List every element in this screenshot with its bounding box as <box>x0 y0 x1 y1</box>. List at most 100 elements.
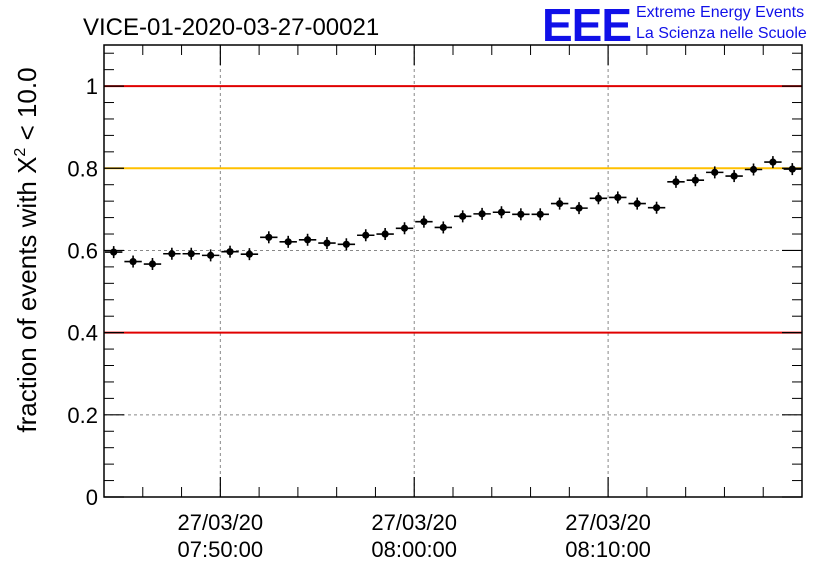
data-point <box>492 206 511 219</box>
data-point <box>357 229 375 242</box>
x-tick-date: 27/03/20 <box>565 510 651 535</box>
data-point <box>686 174 705 187</box>
data-point <box>260 231 278 244</box>
y-axis-label-main: fraction of events with X <box>12 157 42 433</box>
data-point-marker <box>459 212 467 220</box>
data-point-marker <box>207 251 215 259</box>
data-point-marker <box>633 200 641 208</box>
data-point-marker <box>187 250 195 258</box>
data-point-marker <box>168 250 176 258</box>
data-point-marker <box>110 248 118 256</box>
data-point <box>143 258 162 271</box>
data-point-marker <box>420 218 428 226</box>
grid-lines <box>104 45 802 497</box>
axis-ticks <box>103 45 803 498</box>
data-point <box>395 222 414 235</box>
data-point-marker <box>711 168 719 176</box>
data-point <box>124 255 142 268</box>
data-point-marker <box>749 165 758 174</box>
data-point-marker <box>129 257 137 266</box>
data-point-marker <box>439 223 447 232</box>
eee-logo: EEE Extreme Energy Events La Scienza nel… <box>542 2 832 48</box>
data-point-marker <box>303 236 312 244</box>
data-point-marker <box>730 172 738 180</box>
data-point <box>628 197 646 210</box>
logo-line-2: La Scienza nelle Scuole <box>636 25 807 42</box>
data-point <box>337 238 356 251</box>
data-point-marker <box>226 248 234 256</box>
data-point <box>240 248 259 261</box>
data-point <box>570 202 588 215</box>
y-tick-label: 0.6 <box>67 238 98 263</box>
logo-mark: EEE <box>542 0 632 51</box>
data-point <box>647 201 666 214</box>
data-point <box>105 246 123 259</box>
data-point <box>783 163 801 176</box>
data-point <box>609 191 627 204</box>
data-point-marker <box>323 239 331 247</box>
data-point-marker <box>362 231 370 239</box>
logo-line-1: Extreme Energy Events <box>636 4 805 21</box>
x-tick-time: 07:50:00 <box>178 537 264 562</box>
y-tick-label: 0.2 <box>67 403 98 428</box>
data-point <box>744 163 763 176</box>
data-point <box>201 249 220 262</box>
data-point <box>221 245 239 258</box>
data-point <box>454 210 472 223</box>
x-tick-labels: 27/03/2007:50:0027/03/2008:00:0027/03/20… <box>178 510 651 562</box>
data-point-marker <box>148 260 157 268</box>
y-tick-label: 0.4 <box>67 321 98 346</box>
data-point-marker <box>284 238 292 246</box>
data-point <box>298 233 317 246</box>
data-point <box>725 170 743 183</box>
data-point <box>550 197 569 210</box>
data-points <box>105 156 801 271</box>
data-point-marker <box>400 224 409 232</box>
data-point-marker <box>575 204 583 212</box>
x-tick-date: 27/03/20 <box>178 510 264 535</box>
x-tick-date: 27/03/20 <box>371 510 457 535</box>
data-point <box>764 156 782 169</box>
data-point-marker <box>556 200 564 208</box>
y-axis-label: fraction of events with X2 < 10.0 <box>12 67 42 432</box>
data-point-marker <box>672 178 680 186</box>
data-point-marker <box>652 204 661 212</box>
data-point-marker <box>769 158 777 166</box>
reference-lines <box>104 85 802 334</box>
data-point-marker <box>788 165 796 173</box>
x-tick-time: 08:10:00 <box>565 537 651 562</box>
y-tick-label: 0.8 <box>67 156 98 181</box>
data-point <box>473 207 491 220</box>
data-point <box>706 166 724 179</box>
data-point-marker <box>517 210 525 218</box>
y-axis-label-tail: < 10.0 <box>12 67 42 147</box>
data-point-marker <box>381 230 389 238</box>
data-point <box>318 237 336 250</box>
data-point-marker <box>342 240 350 248</box>
data-point-marker <box>536 210 544 218</box>
data-point <box>163 247 181 260</box>
data-point <box>182 247 200 260</box>
data-point-marker <box>497 208 506 216</box>
data-point-marker <box>265 233 273 241</box>
x-tick-time: 08:00:00 <box>371 537 457 562</box>
data-point-marker <box>691 176 699 184</box>
y-tick-label: 0 <box>86 485 98 510</box>
data-point <box>667 175 685 188</box>
data-point <box>512 208 530 221</box>
data-point-marker <box>594 194 603 202</box>
plot-frame <box>103 44 803 498</box>
data-point <box>415 215 433 228</box>
data-point-marker <box>614 193 622 202</box>
data-point-marker <box>245 250 254 258</box>
y-axis-label-superscript: 2 <box>12 148 29 157</box>
data-point <box>434 221 452 234</box>
data-point <box>531 208 549 221</box>
chart-title: VICE-01-2020-03-27-00021 <box>83 14 379 41</box>
data-point <box>279 235 297 248</box>
data-point-marker <box>478 210 486 218</box>
data-point <box>589 192 608 205</box>
data-point <box>376 228 394 241</box>
y-tick-label: 1 <box>86 74 98 99</box>
